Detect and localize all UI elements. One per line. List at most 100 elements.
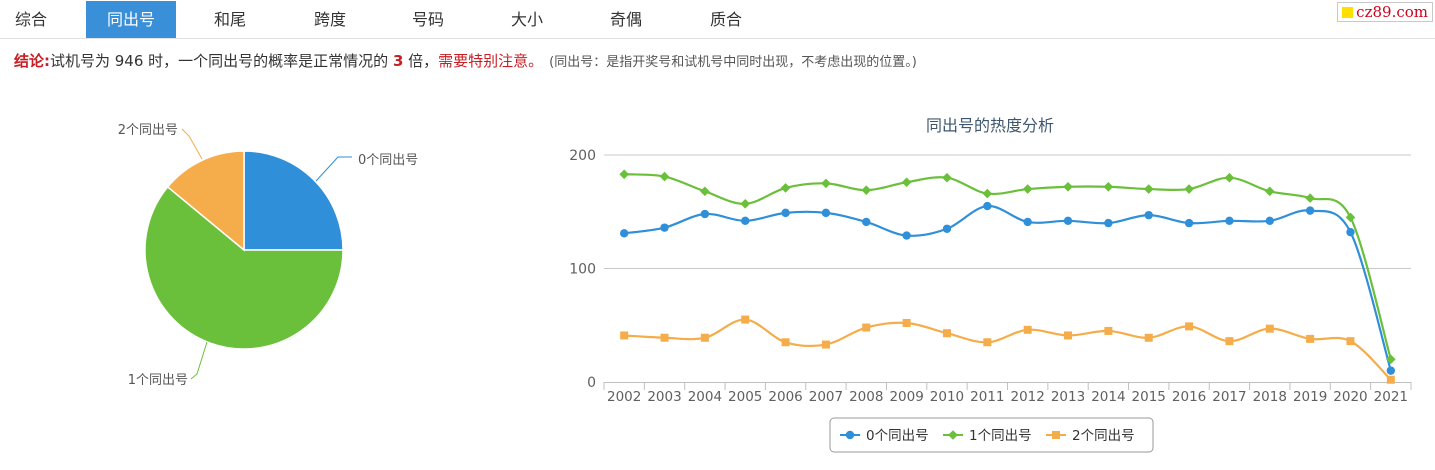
series-point[interactable] (983, 338, 992, 347)
series-point[interactable] (1184, 218, 1194, 228)
series-point[interactable] (619, 169, 629, 180)
series-point[interactable] (741, 315, 750, 324)
series-point[interactable] (781, 338, 790, 347)
conclusion-lead: 结论: (14, 52, 50, 70)
series-point[interactable] (1265, 324, 1274, 333)
series-point[interactable] (901, 177, 912, 188)
series-point[interactable] (1386, 375, 1395, 384)
tab-tongchuhao[interactable]: 同出号 (86, 1, 176, 38)
series-point[interactable] (1063, 181, 1073, 192)
x-tick-label: 2014 (1091, 389, 1125, 405)
tab-haoma[interactable]: 号码 (411, 10, 444, 29)
series-point[interactable] (1184, 184, 1194, 194)
legend-item[interactable]: 1个同出号 (969, 428, 1032, 444)
series-point[interactable] (780, 183, 791, 193)
series-point[interactable] (1023, 325, 1032, 334)
tab-kuadu[interactable]: 跨度 (313, 10, 346, 29)
tab-zhihe[interactable]: 质合 (709, 10, 742, 29)
series-point[interactable] (1306, 334, 1315, 343)
series-point[interactable] (1022, 184, 1033, 194)
tab-bar: 综合 同出号 和尾 跨度 号码 大小 奇偶 质合 cz89.com (0, 0, 1435, 39)
tab-daxiao[interactable]: 大小 (510, 10, 543, 29)
series-point[interactable] (1345, 212, 1356, 223)
series-point[interactable] (1144, 333, 1153, 342)
series-line[interactable] (624, 173, 1392, 360)
x-tick-label: 2011 (970, 389, 1004, 405)
series-point[interactable] (1064, 331, 1073, 340)
series-point[interactable] (1104, 326, 1113, 335)
pie-slice[interactable] (144, 185, 344, 350)
series-point[interactable] (1346, 337, 1355, 346)
series-point[interactable] (700, 333, 709, 342)
series-point[interactable] (700, 186, 710, 197)
series-point[interactable] (741, 216, 750, 226)
logo-text: cz89.com (1356, 3, 1428, 21)
x-tick-label: 2016 (1172, 389, 1206, 405)
tab-jiou[interactable]: 奇偶 (609, 10, 642, 29)
series-point[interactable] (659, 171, 670, 182)
series-point[interactable] (1023, 217, 1032, 227)
series-point[interactable] (1225, 337, 1234, 346)
series-point[interactable] (1224, 172, 1235, 183)
series-point[interactable] (1104, 218, 1113, 228)
series-point[interactable] (781, 208, 790, 218)
x-tick-label: 2015 (1132, 389, 1166, 405)
series-point[interactable] (1103, 181, 1114, 192)
pie-chart: 0个同出号 1个同出号 2个同出号 (118, 123, 419, 388)
series-point[interactable] (1305, 193, 1315, 203)
x-tick-label: 2018 (1253, 389, 1287, 405)
series-point[interactable] (1346, 227, 1355, 237)
tab-zonghe[interactable]: 综合 (14, 10, 47, 29)
series-point[interactable] (1386, 366, 1396, 375)
series-point[interactable] (619, 229, 629, 238)
legend-marker (1052, 431, 1060, 439)
series-point[interactable] (942, 224, 952, 233)
series-point[interactable] (1185, 322, 1194, 331)
series-point[interactable] (1305, 206, 1315, 215)
series-point[interactable] (1264, 186, 1275, 197)
series-point[interactable] (845, 430, 855, 440)
x-tick-label: 2008 (849, 389, 883, 405)
series-point[interactable] (942, 329, 951, 338)
pie-slice[interactable] (243, 150, 344, 251)
y-tick-label: 0 (587, 375, 596, 391)
series-point[interactable] (902, 231, 911, 240)
series-point[interactable] (861, 185, 872, 195)
series-point[interactable] (660, 333, 669, 342)
series-point[interactable] (942, 172, 952, 183)
x-tick-label: 2006 (768, 389, 802, 405)
pie-slice-label: 0个同出号 (358, 153, 418, 168)
site-logo[interactable]: cz89.com (1337, 2, 1433, 22)
series-point[interactable] (1265, 216, 1274, 226)
series-point[interactable] (982, 188, 993, 199)
legend-item[interactable]: 2个同出号 (1072, 428, 1135, 444)
series-point[interactable] (1225, 216, 1234, 226)
series-point[interactable] (1052, 431, 1060, 439)
legend-item[interactable]: 0个同出号 (866, 428, 929, 444)
series-line[interactable] (624, 318, 1392, 381)
conclusion-text1: 试机号为 946 时，一个同出号的概率是正常情况的 (50, 52, 393, 70)
series-point[interactable] (1144, 210, 1153, 220)
series-point[interactable] (862, 217, 871, 227)
series-point[interactable] (902, 318, 911, 327)
series-point[interactable] (821, 178, 831, 189)
series-point[interactable] (620, 331, 629, 340)
x-tick-label: 2013 (1051, 389, 1085, 405)
pie-label-connector (190, 341, 208, 380)
series-point[interactable] (700, 209, 710, 219)
series-point[interactable] (1143, 184, 1154, 194)
series-point[interactable] (983, 201, 992, 211)
tab-hewei[interactable]: 和尾 (213, 10, 246, 29)
series-point[interactable] (821, 340, 830, 349)
x-tick-label: 2004 (688, 389, 722, 405)
series-point[interactable] (660, 223, 669, 232)
series-point[interactable] (821, 208, 831, 218)
x-tick-label: 2007 (809, 389, 843, 405)
series-point[interactable] (1386, 354, 1396, 365)
y-tick-label: 100 (569, 262, 596, 278)
pie-slice[interactable] (166, 150, 245, 252)
series-point[interactable] (740, 199, 751, 209)
series-point[interactable] (1063, 216, 1073, 226)
series-line[interactable] (624, 204, 1392, 371)
series-point[interactable] (862, 323, 871, 332)
